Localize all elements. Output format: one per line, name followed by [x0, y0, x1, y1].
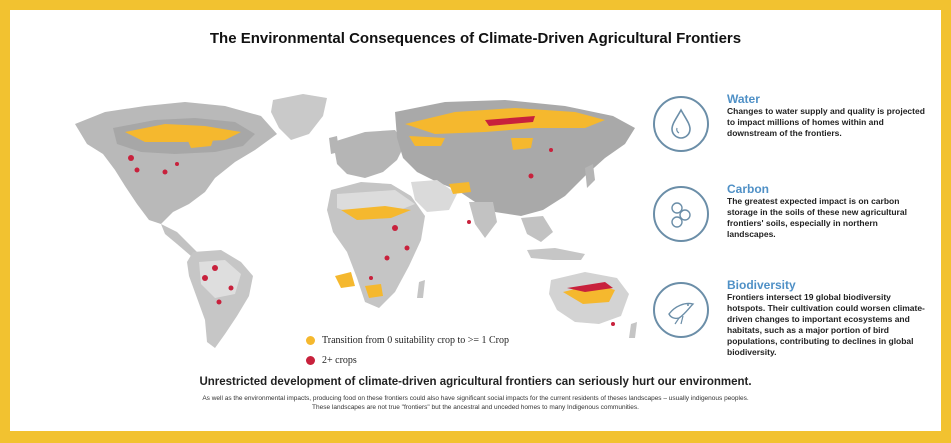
legend-swatch-yellow [306, 336, 315, 345]
frontier-multi-crop-zones [128, 116, 615, 326]
legend-swatch-red [306, 356, 315, 365]
impact-carbon: Carbon The greatest expected impact is o… [653, 182, 933, 262]
new-zealand [629, 322, 637, 338]
carbon-icon [653, 186, 709, 242]
impact-title: Carbon [727, 182, 769, 196]
europe [333, 130, 405, 178]
summary-heading: Unrestricted development of climate-driv… [199, 376, 752, 388]
footnote-line-1: As well as the environmental impacts, pr… [202, 395, 749, 402]
india [469, 202, 497, 238]
central-america [161, 224, 197, 256]
indonesia [527, 248, 585, 260]
bird-icon [653, 282, 709, 338]
footnote-line-2: These landscapes are not true "frontiers… [312, 404, 639, 411]
middle-east [411, 180, 457, 212]
infographic-panel: The Environmental Consequences of Climat… [10, 10, 941, 431]
southeast-asia [521, 216, 553, 242]
impact-title: Water [727, 92, 760, 106]
japan [585, 164, 595, 188]
page-title: The Environmental Consequences of Climat… [209, 30, 742, 47]
world-map [75, 94, 637, 348]
greenland [271, 94, 327, 140]
water-drop-icon [653, 96, 709, 152]
impact-text: Frontiers intersect 19 global biodiversi… [727, 292, 925, 357]
legend-label: Transition from 0 suitability crop to >=… [322, 335, 510, 346]
madagascar [417, 280, 425, 298]
impact-biodiversity: Biodiversity Frontiers intersect 19 glob… [653, 278, 933, 358]
legend-label: 2+ crops [322, 355, 357, 366]
impact-title: Biodiversity [727, 278, 796, 292]
legend-item-multi-crop: 2+ crops [306, 355, 357, 366]
uk [329, 136, 339, 154]
impact-text: The greatest expected impact is on carbo… [727, 196, 907, 239]
legend-item-transition: Transition from 0 suitability crop to >=… [306, 335, 509, 346]
impact-water: Water Changes to water supply and qualit… [653, 92, 933, 172]
impact-text: Changes to water supply and quality is p… [727, 106, 925, 138]
